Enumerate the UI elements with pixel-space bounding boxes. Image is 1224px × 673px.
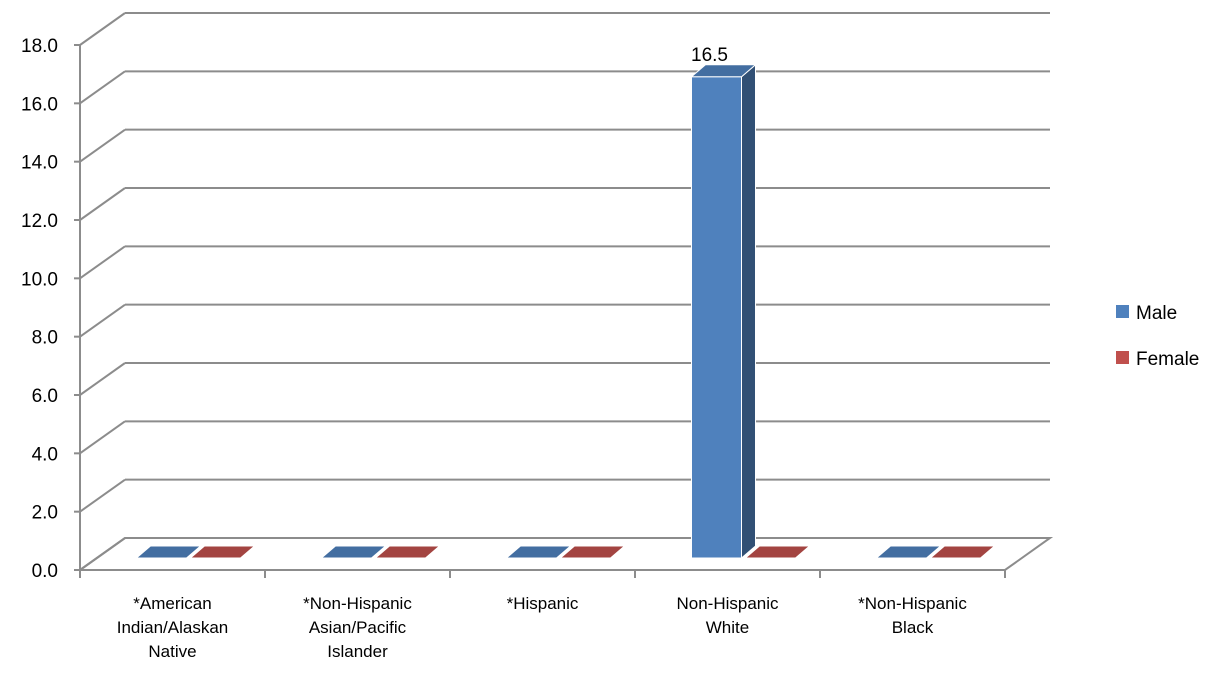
legend-item-male: Male (1116, 303, 1177, 324)
category-label: *Non-Hispanic Asian/Pacific Islander (303, 594, 412, 661)
bars (135, 63, 996, 560)
legend-swatch (1116, 351, 1129, 364)
bar-female (929, 545, 996, 559)
gridline-diagonal (79, 362, 126, 396)
y-tick-label: 14.0 (21, 153, 58, 174)
data-labels: 16.5 (691, 45, 728, 66)
bar-female (189, 545, 256, 559)
bar-female (374, 545, 441, 559)
y-tick-label: 18.0 (21, 36, 58, 57)
category-label-line: White (706, 618, 749, 637)
bar-top (189, 545, 256, 559)
gridline-diagonal (79, 128, 126, 163)
category-label-line: *Non-Hispanic (858, 594, 967, 613)
legend: Male Female (1116, 303, 1199, 370)
gridline-diagonal (79, 12, 126, 46)
gridline-diagonal (79, 303, 126, 338)
category-label-line: Islander (327, 642, 388, 661)
category-label-line: Indian/Alaskan (117, 618, 229, 637)
y-tick-label: 10.0 (21, 269, 58, 290)
bar-top (135, 545, 202, 559)
bar-top (744, 545, 811, 559)
gridline-diagonal (79, 245, 126, 280)
bar-front (691, 76, 742, 559)
y-tick-label: 16.0 (21, 94, 58, 115)
category-label-line: *Hispanic (507, 594, 579, 613)
bar-top (929, 545, 996, 559)
y-tick-label: 12.0 (21, 211, 58, 232)
legend-label: Male (1136, 303, 1177, 324)
category-label: *Non-Hispanic Black (858, 594, 967, 637)
bar-male (505, 545, 572, 559)
category-label-line: *American (133, 594, 211, 613)
y-tick-label: 0.0 (32, 561, 58, 582)
category-label-line: *Non-Hispanic (303, 594, 412, 613)
category-label-line: Asian/Pacific (309, 618, 407, 637)
legend-swatch (1116, 305, 1129, 318)
bar-top (374, 545, 441, 559)
bar-side (741, 63, 756, 560)
bar-top (559, 545, 626, 559)
gridlines (79, 12, 1050, 571)
gridline-diagonal (79, 187, 126, 221)
bar-top (505, 545, 572, 559)
bar-male (320, 545, 387, 559)
bar-female (559, 545, 626, 559)
gridline-diagonal (79, 420, 126, 455)
y-tick-label: 6.0 (32, 386, 58, 407)
y-tick-label: 8.0 (32, 328, 58, 349)
category-label: *American Indian/Alaskan Native (117, 594, 229, 661)
bar-top (875, 545, 942, 559)
gridline-diagonal (79, 70, 126, 105)
axes (74, 44, 1006, 578)
bar-male (875, 545, 942, 559)
category-label-line: Non-Hispanic (676, 594, 779, 613)
category-labels: *American Indian/Alaskan Native *Non-Hispan… (117, 594, 968, 661)
legend-label: Female (1136, 349, 1199, 370)
bar-male (135, 545, 202, 559)
category-label: Non-Hispanic White (676, 594, 779, 637)
category-label-line: Native (148, 642, 196, 661)
bar-top (690, 64, 757, 78)
gridline-diagonal (79, 478, 126, 513)
bar-male (690, 63, 757, 560)
y-tick-label: 4.0 (32, 444, 58, 465)
bar-female (744, 545, 811, 559)
bar-top (320, 545, 387, 559)
y-tick-labels: 0.0 2.0 4.0 6.0 8.0 10.0 12.0 14.0 16.0 18.0 (21, 36, 58, 582)
category-label-line: Black (892, 618, 934, 637)
category-label: *Hispanic (507, 594, 579, 613)
y-tick-label: 2.0 (32, 503, 58, 524)
data-label: 16.5 (691, 45, 728, 66)
legend-item-female: Female (1116, 349, 1199, 370)
